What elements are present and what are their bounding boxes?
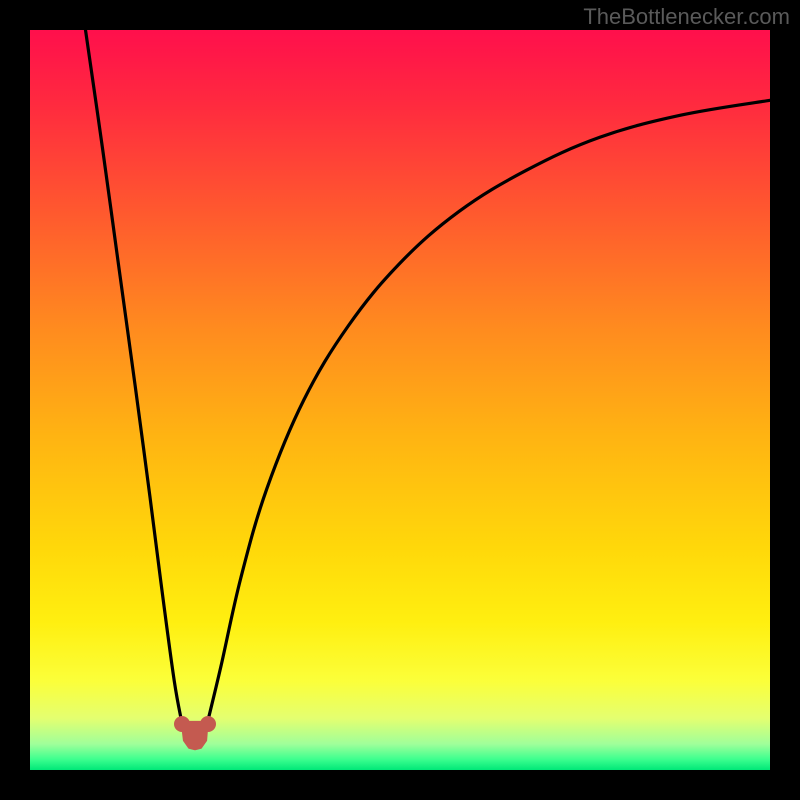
curve-layer bbox=[30, 30, 770, 770]
curve-right-branch bbox=[208, 100, 770, 722]
curve-left-branch bbox=[86, 30, 182, 722]
valley-marker-0 bbox=[174, 716, 190, 732]
valley-marker-1 bbox=[200, 716, 216, 732]
watermark-text: TheBottlenecker.com bbox=[583, 4, 790, 30]
plot-area bbox=[30, 30, 770, 770]
